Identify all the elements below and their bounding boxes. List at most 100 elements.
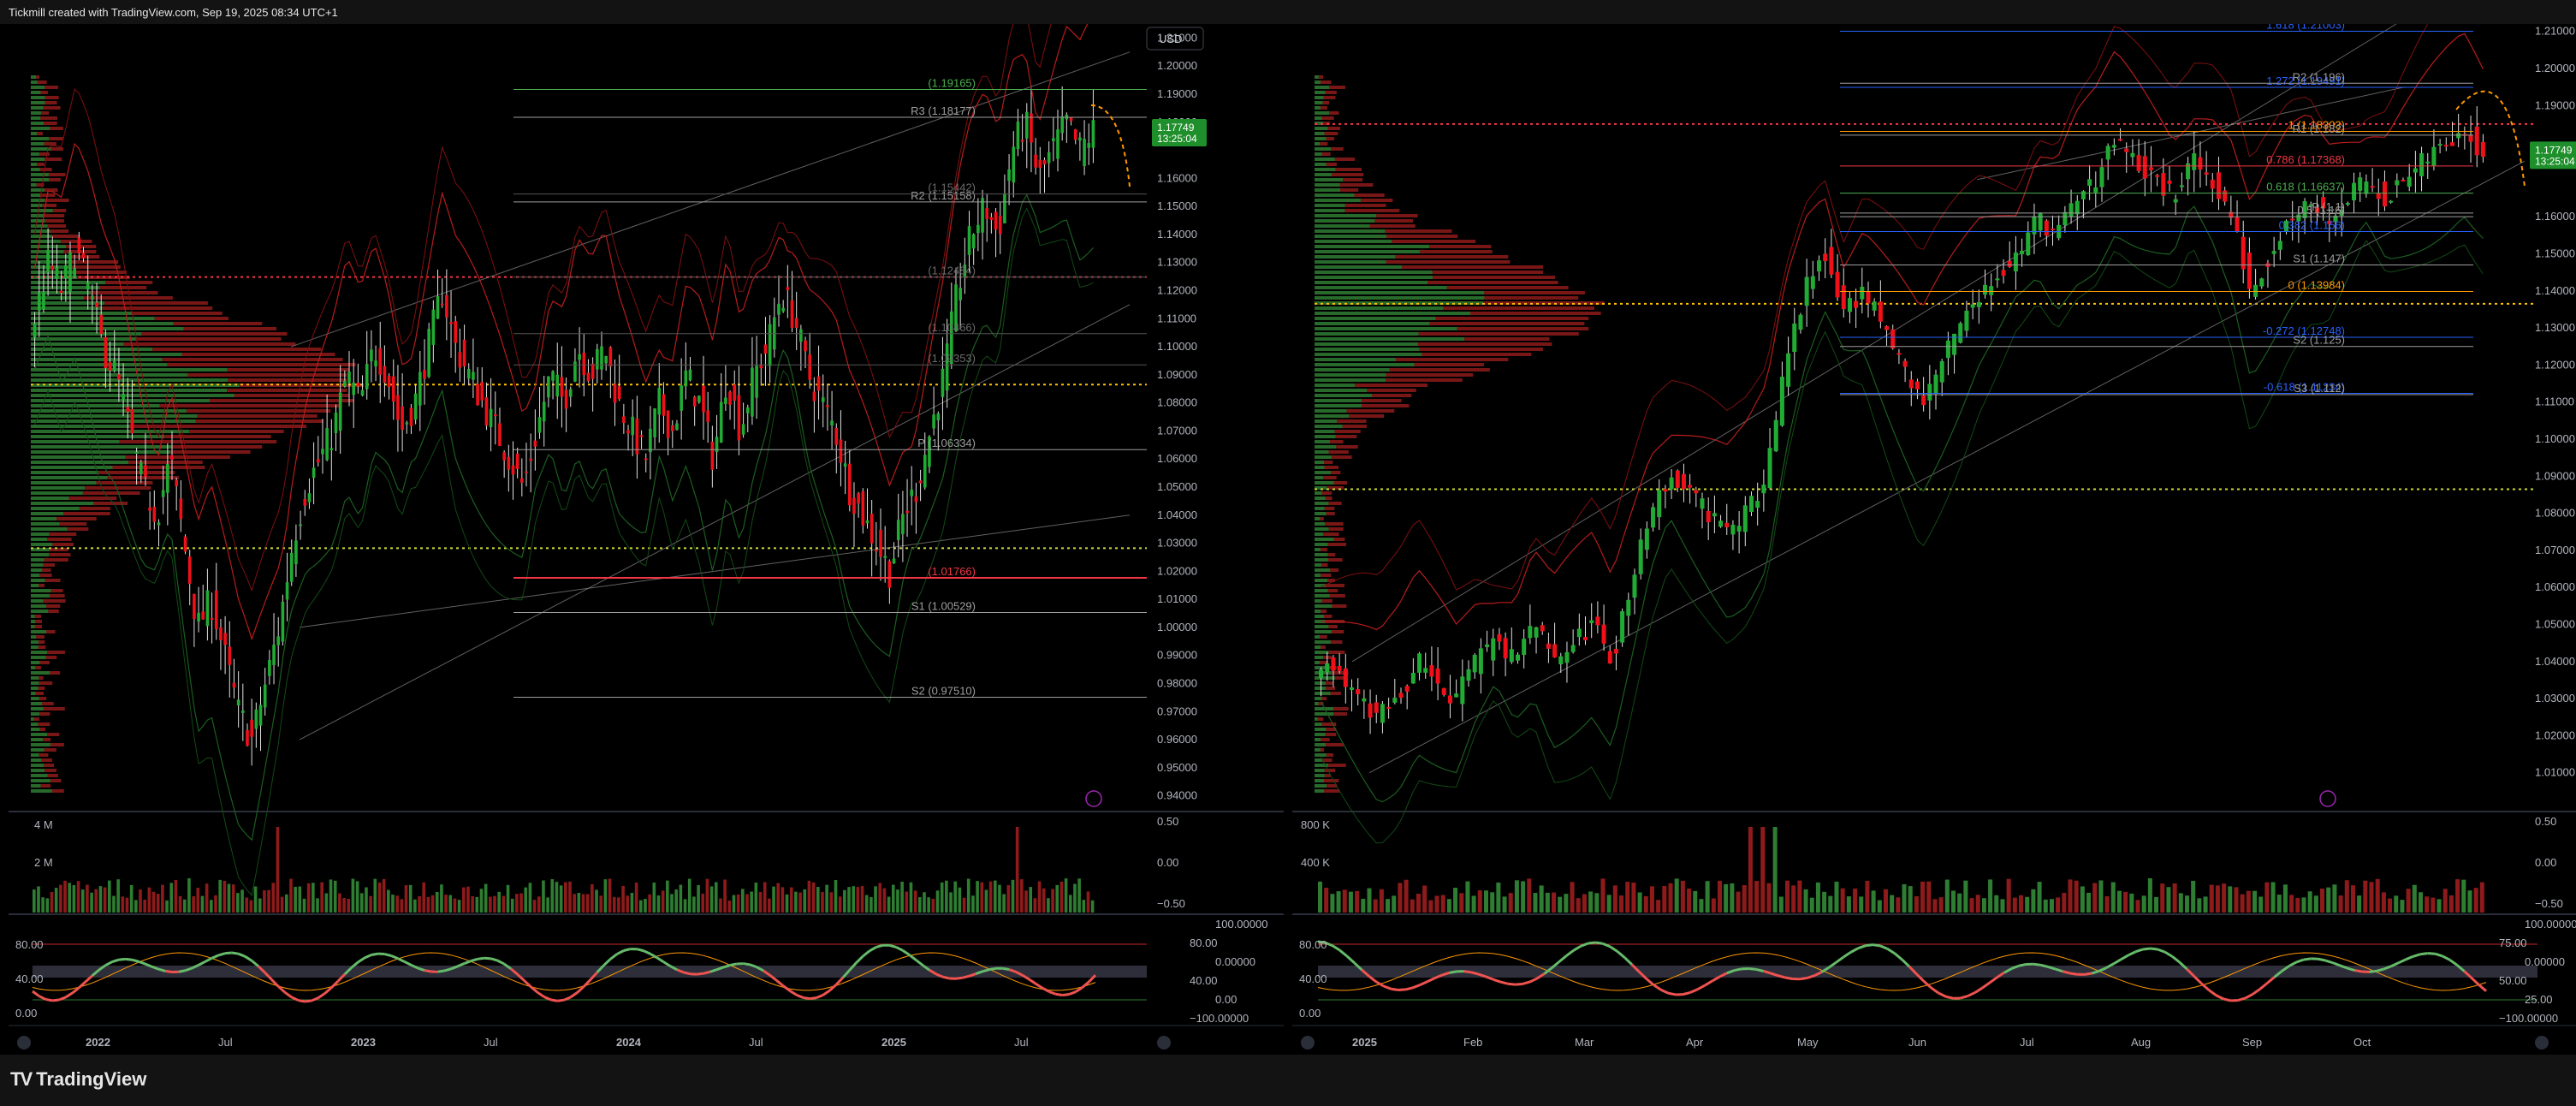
last-price-badge[interactable] [1152, 118, 1207, 146]
candle-body [396, 395, 400, 420]
candle-body [1528, 626, 1533, 639]
currency-button[interactable] [1146, 27, 1204, 51]
time-axis[interactable]: 2022 Jul 2023 Jul 2024 Jul 2025 Jul [86, 1036, 1029, 1049]
right-chart-pane[interactable]: 1.21000 1.20000 1.19000 1.16000 1.15000 1.140… [1292, 24, 2576, 1055]
oscillator-segment [1383, 984, 1392, 990]
candle-body [1546, 643, 1551, 649]
oscillator-right-tick: 25.00 [2525, 993, 2553, 1006]
candle-body [692, 396, 697, 407]
volume-profile-bar-down [47, 733, 60, 736]
oscillator-segment [178, 969, 186, 973]
volume-profile-bar-down [1324, 615, 1333, 618]
volume-bar [2289, 895, 2294, 913]
volume-bar [377, 882, 382, 913]
candle-body [525, 471, 528, 473]
oscillator-segment [769, 974, 778, 982]
candle-body [1632, 574, 1637, 598]
volume-profile-bar-down [1323, 96, 1336, 99]
oscillator-segment [2113, 958, 2122, 966]
candle-body [994, 211, 998, 230]
candle-body [808, 354, 812, 380]
volume-profile-bar-down [162, 358, 343, 361]
volume-profile-bar-down [63, 512, 110, 515]
timezone-icon[interactable] [17, 1036, 31, 1050]
last-price-badge[interactable] [2530, 141, 2576, 169]
volume-profile-bar-down [1324, 789, 1340, 793]
candle-body [976, 224, 980, 234]
volume-profile-bar-up [31, 574, 40, 577]
tradingview-logo[interactable]: TV TradingView [10, 1068, 146, 1091]
oscillator-segment [1748, 967, 1757, 971]
volume-profile-bar-down [186, 409, 331, 413]
volume-profile-bar-up [31, 728, 40, 731]
volume-bar [2332, 884, 2337, 913]
price-tick-label: 1.12000 [2535, 358, 2575, 371]
price-level-label: S2 (0.97510) [911, 685, 976, 698]
volume-bar [1705, 881, 1710, 913]
volume-profile-bar-up [1315, 702, 1319, 705]
price-axis[interactable]: 1.210001.200001.190001.180001.160001.150… [1157, 31, 1197, 801]
volume-bar [1029, 887, 1032, 913]
volume-profile-bar-down [1330, 440, 1344, 443]
candle-body [1038, 159, 1042, 169]
volume-profile-bar-down [1320, 142, 1328, 146]
volume-profile-bar-down [1330, 692, 1341, 695]
oscillator-segment [2084, 972, 2092, 976]
oscillator-segment [676, 968, 685, 974]
volume-bar [2455, 879, 2460, 913]
volume-bar [843, 889, 846, 913]
left-chart-canvas[interactable]: USD1.210001.200001.190001.180001.160001.… [9, 24, 1284, 1055]
volume-profile-bar-up [1315, 409, 1347, 413]
price-axis[interactable]: 1.210001.200001.190001.160001.150001.140… [2535, 25, 2575, 779]
right-chart-canvas[interactable]: 1.210001.200001.190001.160001.150001.140… [1292, 24, 2576, 1055]
candle-body [258, 705, 263, 726]
volume-profile-bar-down [1329, 86, 1345, 89]
volume-profile-bar-up [1315, 450, 1329, 454]
candle-body [299, 524, 302, 526]
oscillator-segment [291, 996, 300, 1002]
volume-profile-bar-down [43, 599, 66, 603]
volume-profile-bar-down [1333, 481, 1348, 485]
auto-scale-icon[interactable] [2535, 1036, 2549, 1050]
volume-bar [2172, 883, 2177, 913]
lightning-icon[interactable] [1085, 790, 1102, 807]
candle-body [551, 371, 555, 381]
volume-bar [245, 897, 249, 913]
price-level-label: S3 (1.112) [2294, 382, 2345, 395]
candle-body [2032, 216, 2037, 235]
volume-profile-bar-down [1443, 306, 1594, 310]
timezone-icon[interactable] [1301, 1036, 1315, 1050]
volume-profile-bar-up [31, 630, 47, 633]
volume-profile-bar-down [1324, 507, 1335, 510]
candle-body [1503, 638, 1508, 659]
volume-bar [1392, 895, 1397, 913]
volume-profile-bar-up [31, 327, 184, 330]
price-tick-label: 1.15000 [2535, 247, 2575, 259]
candle-body [1472, 654, 1477, 673]
price-level-label: -0.618 (1.11234) [2264, 381, 2345, 394]
volume-bar [1631, 883, 1636, 913]
top-bar: Tickmill created with TradingView.com, S… [0, 0, 2576, 24]
volume-bar [1386, 899, 1391, 913]
volume-profile-bar-up [31, 106, 44, 110]
candle-body [281, 601, 285, 642]
lightning-icon[interactable] [2319, 790, 2336, 807]
time-axis[interactable]: 2025 Feb Mar Apr May Jun Jul Aug Sep Oct [1352, 1036, 2371, 1049]
candle-body [1073, 129, 1077, 140]
oscillator-segment [1419, 980, 1428, 986]
candle-body [2050, 228, 2056, 230]
volume-profile-bar-down [1321, 645, 1326, 649]
candle-body [826, 405, 829, 407]
candle-body [533, 440, 537, 447]
auto-scale-icon[interactable] [1157, 1036, 1171, 1050]
price-tick-label: 0.94000 [1157, 789, 1197, 802]
candle-body [1730, 525, 1736, 535]
left-chart-pane[interactable]: USD1.210001.200001.190001.180001.160001.… [9, 24, 1292, 1055]
volume-bar [502, 895, 506, 913]
oscillator-segment [45, 997, 53, 1002]
volume-bar [1367, 888, 1372, 913]
oscillator-left-tick: 40.00 [15, 972, 44, 985]
volume-profile-bar-down [39, 697, 47, 700]
volume-profile-bar-down [1326, 743, 1344, 746]
oscillator-segment [616, 949, 625, 955]
